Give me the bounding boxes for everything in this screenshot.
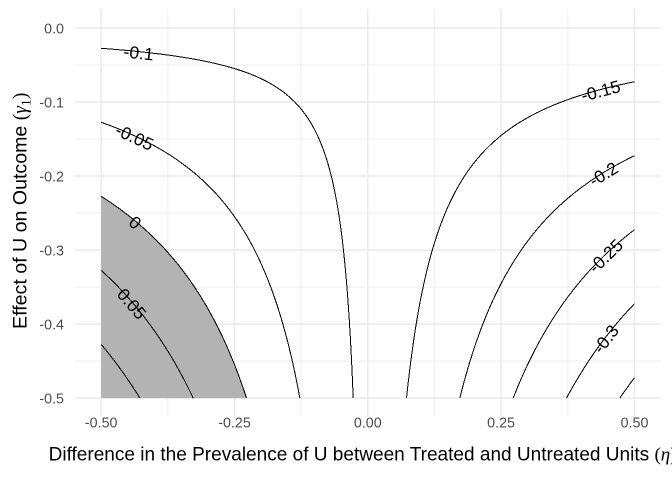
svg-text:0.25: 0.25 [487,416,515,432]
svg-text:0.50: 0.50 [621,416,649,432]
svg-text:-0.5: -0.5 [39,392,64,408]
svg-text:-0.2: -0.2 [39,170,64,186]
svg-text:0.0: 0.0 [44,22,64,38]
svg-text:-0.3: -0.3 [39,244,64,260]
svg-text:Difference in the Prevalence o: Difference in the Prevalence of U betwee… [49,444,672,465]
svg-text:-0.4: -0.4 [39,318,64,334]
svg-text:-0.1: -0.1 [123,41,155,64]
svg-text:0.00: 0.00 [354,416,382,432]
svg-text:-0.50: -0.50 [85,416,118,432]
svg-text:-0.1: -0.1 [39,96,64,112]
svg-text:-0.25: -0.25 [218,416,251,432]
svg-text:Effect of U on Outcome (γ1): Effect of U on Outcome (γ1) [10,93,34,329]
